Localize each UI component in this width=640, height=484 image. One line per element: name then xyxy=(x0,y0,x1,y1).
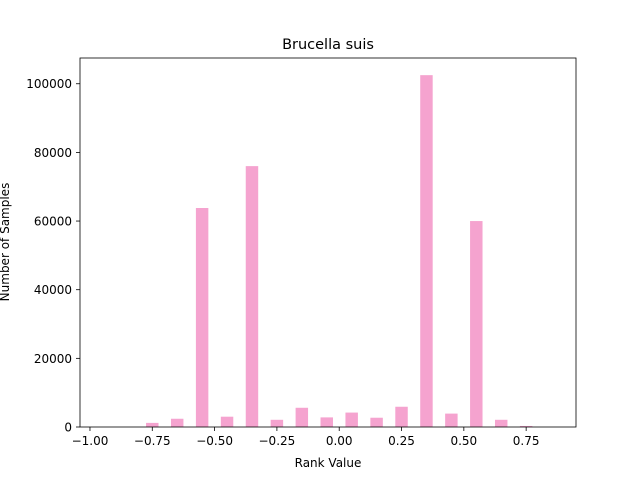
x-axis-label: Rank Value xyxy=(295,456,362,470)
bar-3 xyxy=(170,418,184,427)
axes-frame xyxy=(79,57,577,428)
y-tick-label: 40000 xyxy=(34,283,72,297)
x-tick-label: 0.00 xyxy=(326,434,353,448)
x-axis-ticks: −1.00 −0.75 −0.50 −0.25 0.00 0.25 0.50 0.75 xyxy=(72,427,540,448)
y-tick-label: 100000 xyxy=(26,77,72,91)
bar-7 xyxy=(270,419,284,427)
bar-10 xyxy=(345,412,358,427)
bar-12 xyxy=(395,406,408,427)
y-tick-label: 80000 xyxy=(34,146,72,160)
x-tick-label: −0.50 xyxy=(196,434,233,448)
y-axis-label: Number of Samples xyxy=(0,183,12,302)
x-tick-label: −1.00 xyxy=(72,434,109,448)
x-tick-label: 0.25 xyxy=(388,434,415,448)
bar-15 xyxy=(470,221,483,427)
bar-9 xyxy=(320,417,333,427)
y-axis-ticks: 0 20000 40000 60000 80000 100000 xyxy=(26,77,80,435)
chart-title: Brucella suis xyxy=(282,37,374,53)
y-tick-label: 20000 xyxy=(34,352,72,366)
y-tick-label: 0 xyxy=(64,421,72,435)
bar-13 xyxy=(420,75,433,427)
x-tick-label: −0.75 xyxy=(134,434,171,448)
bar-16 xyxy=(494,419,508,427)
x-tick-label: 0.50 xyxy=(450,434,477,448)
bar-17 xyxy=(519,425,533,427)
bar-6 xyxy=(245,166,259,427)
bar-2 xyxy=(146,422,159,427)
x-tick-label: 0.75 xyxy=(513,434,540,448)
bar-5 xyxy=(220,416,234,427)
bar-8 xyxy=(295,407,309,427)
bar-11 xyxy=(370,417,383,427)
bars-group xyxy=(146,75,533,427)
bar-4 xyxy=(195,208,209,427)
y-tick-label: 60000 xyxy=(34,215,72,229)
bar-14 xyxy=(445,413,458,427)
x-tick-label: −0.25 xyxy=(259,434,296,448)
